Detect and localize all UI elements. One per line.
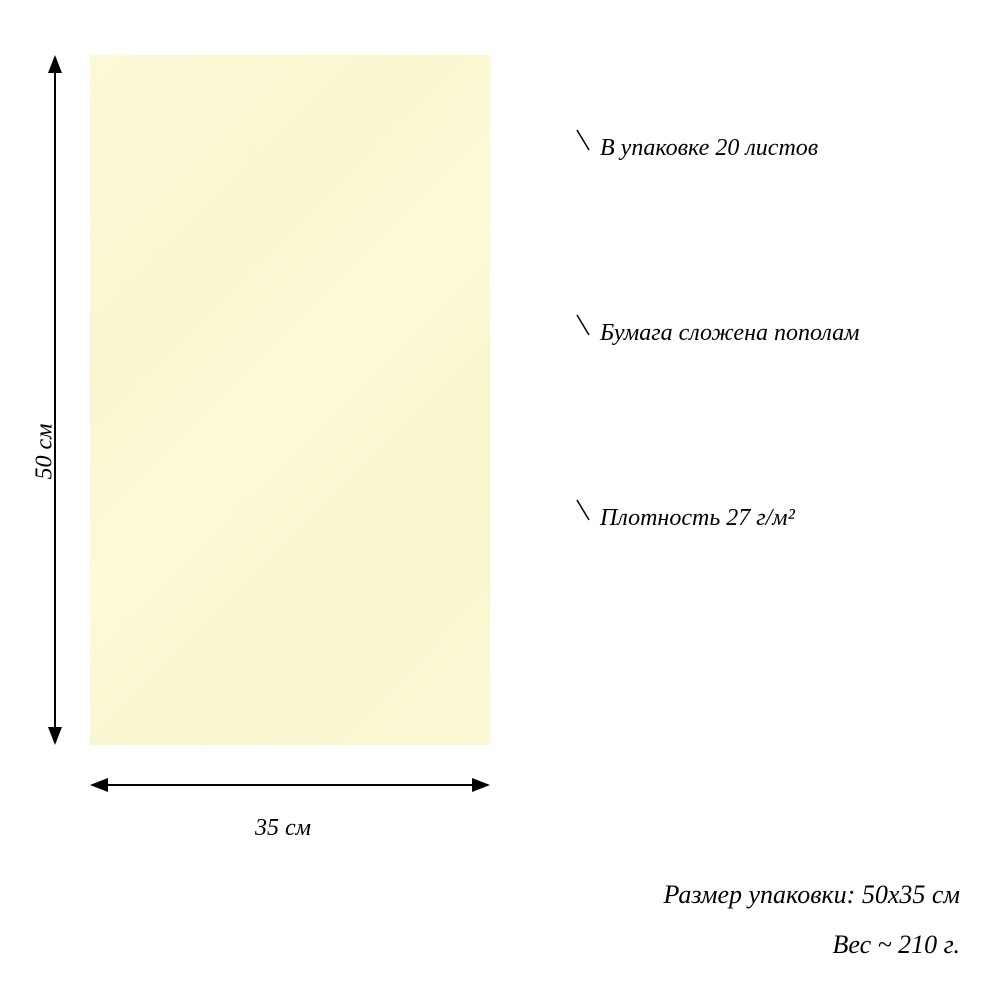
paper-sheet bbox=[90, 55, 490, 745]
horizontal-dimension-label: 35 см bbox=[255, 815, 311, 842]
arrowhead-left bbox=[90, 778, 108, 792]
callout-tick-icon bbox=[575, 498, 597, 522]
arrowhead-right bbox=[472, 778, 490, 792]
callout-folded: Бумага сложена пополам bbox=[600, 320, 859, 347]
vertical-dimension-line bbox=[54, 67, 56, 733]
footer-weight: Вес ~ 210 г. bbox=[833, 930, 961, 960]
callout-tick-icon bbox=[575, 128, 597, 152]
callout-density: Плотность 27 г/м² bbox=[600, 505, 795, 532]
footer-package-size: Размер упаковки: 50х35 см bbox=[663, 880, 960, 910]
horizontal-dimension-line bbox=[102, 784, 478, 786]
callout-sheets-count: В упаковке 20 листов bbox=[600, 135, 818, 162]
arrowhead-down bbox=[48, 727, 62, 745]
vertical-dimension-label: 50 см bbox=[32, 417, 59, 487]
arrowhead-up bbox=[48, 55, 62, 73]
callout-tick-icon bbox=[575, 313, 597, 337]
